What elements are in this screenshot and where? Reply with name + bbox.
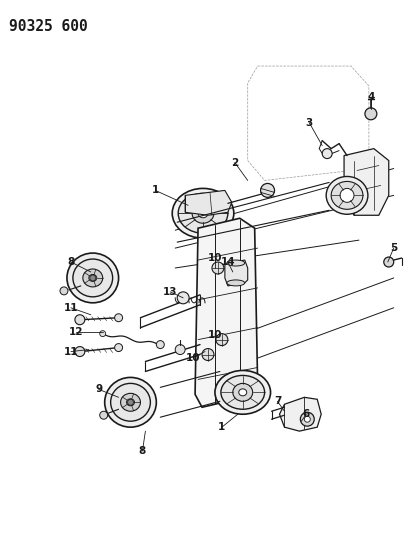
Circle shape	[75, 346, 85, 357]
Text: 2: 2	[231, 158, 238, 167]
Text: 10: 10	[186, 352, 200, 362]
Text: 12: 12	[69, 327, 83, 337]
Circle shape	[322, 149, 332, 158]
Circle shape	[175, 345, 185, 354]
Polygon shape	[279, 397, 321, 431]
Ellipse shape	[73, 259, 113, 297]
Ellipse shape	[227, 260, 245, 266]
Text: 3: 3	[306, 118, 313, 128]
Text: 10: 10	[208, 329, 222, 340]
Circle shape	[202, 349, 214, 360]
Ellipse shape	[227, 280, 245, 286]
Circle shape	[100, 330, 106, 337]
Text: 8: 8	[139, 446, 146, 456]
Ellipse shape	[120, 393, 141, 411]
Ellipse shape	[221, 375, 265, 409]
Text: 10: 10	[208, 253, 222, 263]
Circle shape	[75, 315, 85, 325]
Circle shape	[100, 411, 108, 419]
Text: 90325 600: 90325 600	[9, 19, 88, 34]
Circle shape	[177, 292, 189, 304]
Ellipse shape	[172, 188, 234, 238]
Ellipse shape	[127, 399, 134, 406]
Text: 7: 7	[274, 397, 281, 406]
Ellipse shape	[89, 274, 97, 281]
Ellipse shape	[239, 389, 247, 396]
Circle shape	[115, 344, 122, 352]
Ellipse shape	[83, 269, 103, 287]
Circle shape	[90, 275, 96, 281]
Ellipse shape	[233, 383, 253, 401]
Ellipse shape	[192, 203, 214, 223]
Circle shape	[60, 287, 68, 295]
Ellipse shape	[178, 193, 228, 233]
Ellipse shape	[67, 253, 119, 303]
Circle shape	[384, 257, 394, 267]
Polygon shape	[344, 149, 389, 215]
Text: 1: 1	[152, 185, 159, 196]
Text: 5: 5	[390, 243, 397, 253]
Text: 8: 8	[67, 257, 74, 267]
Circle shape	[156, 341, 164, 349]
Circle shape	[127, 399, 134, 405]
Text: 11: 11	[64, 303, 78, 313]
Text: 4: 4	[367, 92, 374, 102]
Polygon shape	[185, 190, 232, 215]
Text: 13: 13	[163, 287, 178, 297]
Circle shape	[212, 262, 224, 274]
Ellipse shape	[326, 176, 368, 214]
Ellipse shape	[215, 370, 270, 414]
Text: 14: 14	[221, 257, 235, 267]
Text: 1: 1	[218, 422, 226, 432]
Polygon shape	[225, 260, 248, 286]
Ellipse shape	[198, 209, 208, 218]
Ellipse shape	[340, 188, 354, 203]
Circle shape	[216, 334, 228, 345]
Circle shape	[365, 108, 377, 120]
Ellipse shape	[331, 181, 363, 209]
Text: 6: 6	[302, 409, 310, 419]
Circle shape	[304, 416, 310, 422]
Ellipse shape	[105, 377, 156, 427]
Text: 9: 9	[95, 384, 102, 394]
Ellipse shape	[111, 383, 150, 421]
Polygon shape	[195, 218, 258, 407]
Circle shape	[115, 314, 122, 322]
Text: 11: 11	[64, 346, 78, 357]
Circle shape	[261, 183, 275, 197]
Circle shape	[300, 412, 314, 426]
